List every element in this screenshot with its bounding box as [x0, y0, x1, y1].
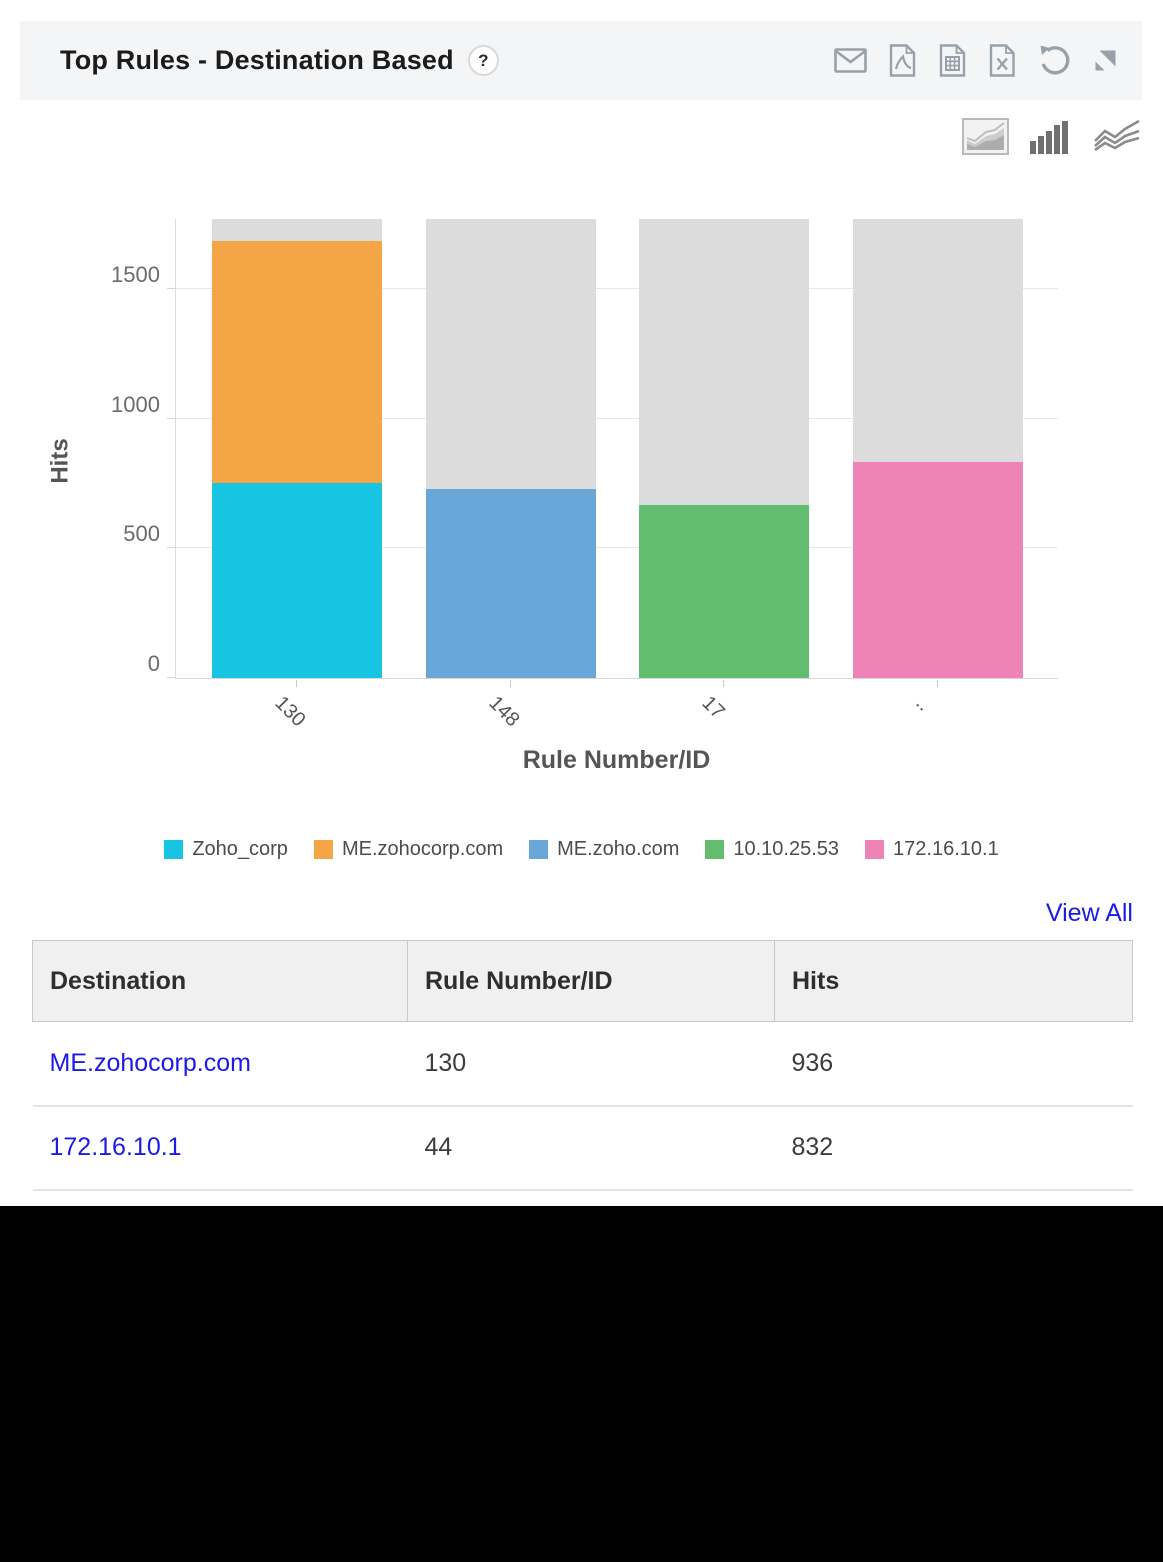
chart-legend: Zoho_corp ME.zohocorp.com ME.zoho.com 10.10… — [0, 838, 1163, 861]
legend-label: 172.16.10.1 — [893, 838, 999, 860]
column-header-hits: Hits — [774, 940, 1133, 1022]
refresh-icon[interactable] — [1037, 44, 1072, 78]
table-header-row: Destination Rule Number/ID Hits — [32, 940, 1133, 1022]
y-tick-label: 0 — [147, 651, 160, 676]
destination-cell: 172.16.10.1 — [33, 1106, 408, 1190]
legend-swatch — [865, 840, 885, 859]
bar-148[interactable] — [426, 219, 596, 678]
y-tick-label: 500 — [123, 521, 160, 547]
chart-type-switcher — [962, 118, 1141, 155]
y-tick-label: 1500 — [111, 261, 160, 287]
line-chart-icon[interactable] — [1093, 119, 1141, 154]
area-chart-icon[interactable] — [962, 118, 1009, 155]
bar-17[interactable] — [639, 219, 809, 678]
x-tick-label: 130 — [270, 692, 310, 732]
legend-item-Zoho_corp[interactable]: Zoho_corp — [164, 838, 288, 861]
top-rules-widget: Top Rules - Destination Based ? — [0, 0, 1163, 1206]
y-tick — [167, 547, 175, 549]
top-rules-table: Destination Rule Number/ID Hits ME.zohoc… — [32, 940, 1133, 1191]
bar-segment-ME.zoho.com[interactable] — [426, 489, 596, 678]
widget-toolbar — [834, 21, 1118, 100]
x-tick-label: 148 — [484, 692, 524, 732]
legend-swatch — [313, 840, 333, 859]
x-tick-label: .. — [911, 692, 935, 716]
legend-item-10.10.25.53[interactable]: 10.10.25.53 — [705, 838, 839, 861]
bar-130[interactable] — [212, 219, 382, 678]
legend-swatch — [164, 840, 184, 859]
destination-link[interactable]: ME.zohocorp.com — [49, 1048, 251, 1077]
y-tick-label: 1000 — [111, 391, 160, 417]
hits-cell: 936 — [791, 1048, 834, 1077]
x-tick — [296, 680, 297, 687]
hits-cell: 832 — [791, 1133, 834, 1161]
x-axis: 130 148 17.. — [175, 680, 1058, 790]
legend-label: ME.zoho.com — [557, 838, 680, 860]
column-header-destination: Destination — [32, 940, 408, 1022]
column-header-rule-number: Rule Number/ID — [407, 940, 775, 1022]
destination-link[interactable]: 172.16.10.1 — [49, 1133, 182, 1161]
stacked-bar-chart — [167, 219, 1058, 679]
view-all-link[interactable]: View All — [1045, 899, 1133, 927]
x-tick — [937, 680, 938, 687]
x-tick — [723, 680, 724, 687]
x-tick-label: 17 — [697, 692, 729, 724]
bar-chart-icon[interactable] — [1028, 119, 1074, 154]
rule-number-cell: 44 — [424, 1133, 453, 1161]
rule-number-cell: 130 — [424, 1048, 467, 1077]
widget-titlebar: Top Rules - Destination Based ? — [20, 21, 1142, 100]
y-axis-labels: 0 500 1000 1500 — [0, 219, 160, 679]
bar-segment-ME.zohocorp.com[interactable] — [212, 240, 382, 484]
expand-icon[interactable] — [1093, 48, 1118, 73]
legend-item-ME.zoho.com[interactable]: ME.zoho.com — [529, 838, 679, 861]
y-tick — [167, 417, 175, 419]
bar-segment-10.10.25.53[interactable] — [639, 505, 809, 678]
table-row: ME.zohocorp.com 130 936 — [32, 1022, 1133, 1106]
bar-segment-172.16.10.1[interactable] — [853, 462, 1023, 678]
widget-title: Top Rules - Destination Based — [60, 45, 454, 75]
excel-export-icon[interactable] — [988, 44, 1016, 77]
gridline — [176, 287, 1058, 289]
legend-item-ME.zohocorp.com[interactable]: ME.zohocorp.com — [313, 838, 504, 861]
y-tick — [167, 287, 175, 289]
legend-item-172.16.10.1[interactable]: 172.16.10.1 — [865, 838, 999, 861]
x-axis-title: Rule Number/ID — [522, 746, 711, 774]
pdf-export-icon[interactable] — [888, 44, 917, 77]
csv-export-icon[interactable] — [938, 44, 967, 77]
legend-label: ME.zohocorp.com — [341, 838, 504, 860]
bar-segment-Zoho_corp[interactable] — [212, 483, 382, 678]
email-icon[interactable] — [834, 48, 867, 73]
legend-swatch — [529, 840, 549, 859]
bar-..[interactable] — [853, 219, 1023, 678]
legend-swatch — [705, 840, 725, 859]
table-row: 172.16.10.1 44 832 — [32, 1106, 1133, 1190]
gridline — [176, 547, 1058, 549]
x-tick — [510, 680, 511, 687]
destination-cell: ME.zohocorp.com — [33, 1022, 408, 1106]
help-icon[interactable]: ? — [467, 45, 499, 76]
gridline — [176, 417, 1058, 419]
y-tick — [167, 677, 175, 678]
legend-label: Zoho_corp — [192, 838, 288, 860]
legend-label: 10.10.25.53 — [733, 838, 840, 860]
